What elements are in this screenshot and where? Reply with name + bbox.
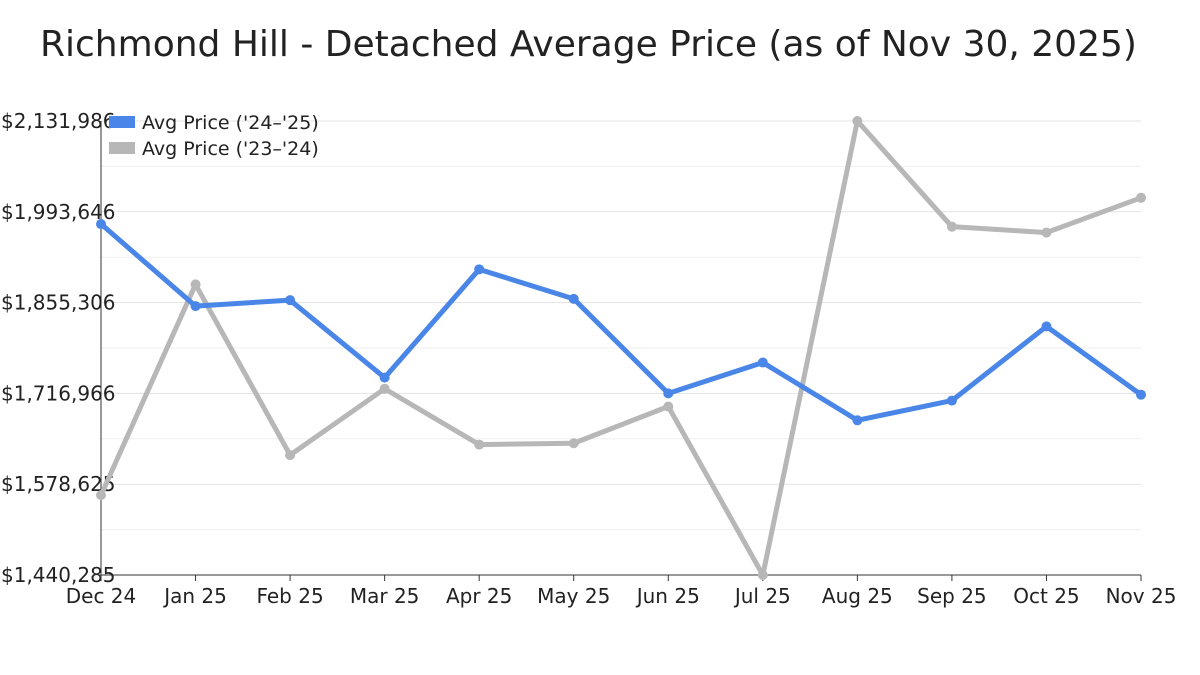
data-point: [379, 383, 390, 394]
data-point: [663, 388, 674, 399]
series-line: [98, 118, 1144, 578]
data-point: [663, 401, 674, 412]
data-point: [190, 301, 201, 312]
series-layer: [96, 116, 1146, 580]
data-point: [852, 116, 863, 126]
series-line: [98, 221, 1144, 423]
y-tick-label: $1,716,966: [1, 381, 116, 405]
legend-swatch: [109, 142, 135, 154]
data-point: [379, 372, 390, 383]
data-point: [757, 357, 768, 368]
x-tick-label: Mar 25: [350, 584, 420, 608]
data-point: [757, 570, 768, 580]
data-point: [1041, 227, 1052, 238]
grid-layer: [101, 120, 1141, 531]
data-point: [946, 221, 957, 232]
data-point: [474, 439, 485, 450]
data-point: [1136, 389, 1146, 400]
data-point: [96, 219, 106, 230]
data-point: [190, 279, 201, 290]
x-tick-label: Jun 25: [635, 584, 700, 608]
x-tick-label: Jul 25: [733, 584, 791, 608]
chart-title: Richmond Hill - Detached Average Price (…: [40, 24, 1137, 65]
data-point: [568, 293, 579, 304]
x-tick-label: Oct 25: [1013, 584, 1079, 608]
y-tick-label: $2,131,986: [1, 109, 116, 133]
data-point: [568, 438, 579, 449]
axis-layer: $1,440,285 $1,578,625 $1,716,966 $1,855,306…: [1, 109, 1176, 608]
x-tick-label: Feb 25: [256, 584, 323, 608]
legend: Avg Price ('24–'25) Avg Price ('23–'24): [109, 112, 319, 160]
x-tick-label: Nov 25: [1106, 584, 1177, 608]
legend-swatch: [109, 116, 135, 128]
legend-label: Avg Price ('23–'24): [142, 138, 319, 160]
data-point: [285, 450, 296, 461]
y-tick-label: $1,855,306: [1, 291, 116, 315]
x-tick-label: Apr 25: [446, 584, 512, 608]
y-tick-label: $1,993,646: [1, 200, 116, 224]
y-tick-label: $1,578,625: [1, 472, 116, 496]
x-tick-label: Sep 25: [917, 584, 987, 608]
data-point: [285, 295, 296, 306]
data-point: [1136, 192, 1146, 203]
legend-label: Avg Price ('24–'25): [142, 112, 319, 134]
data-point: [474, 264, 485, 275]
x-tick-label: Aug 25: [822, 584, 893, 608]
y-tick-label: $1,440,285: [1, 563, 116, 587]
data-point: [946, 395, 957, 406]
x-tick-label: Jan 25: [162, 584, 227, 608]
data-point: [852, 415, 863, 426]
data-point: [1041, 321, 1052, 332]
x-tick-label: May 25: [537, 584, 610, 608]
x-tick-label: Dec 24: [66, 584, 137, 608]
data-point: [96, 490, 106, 501]
